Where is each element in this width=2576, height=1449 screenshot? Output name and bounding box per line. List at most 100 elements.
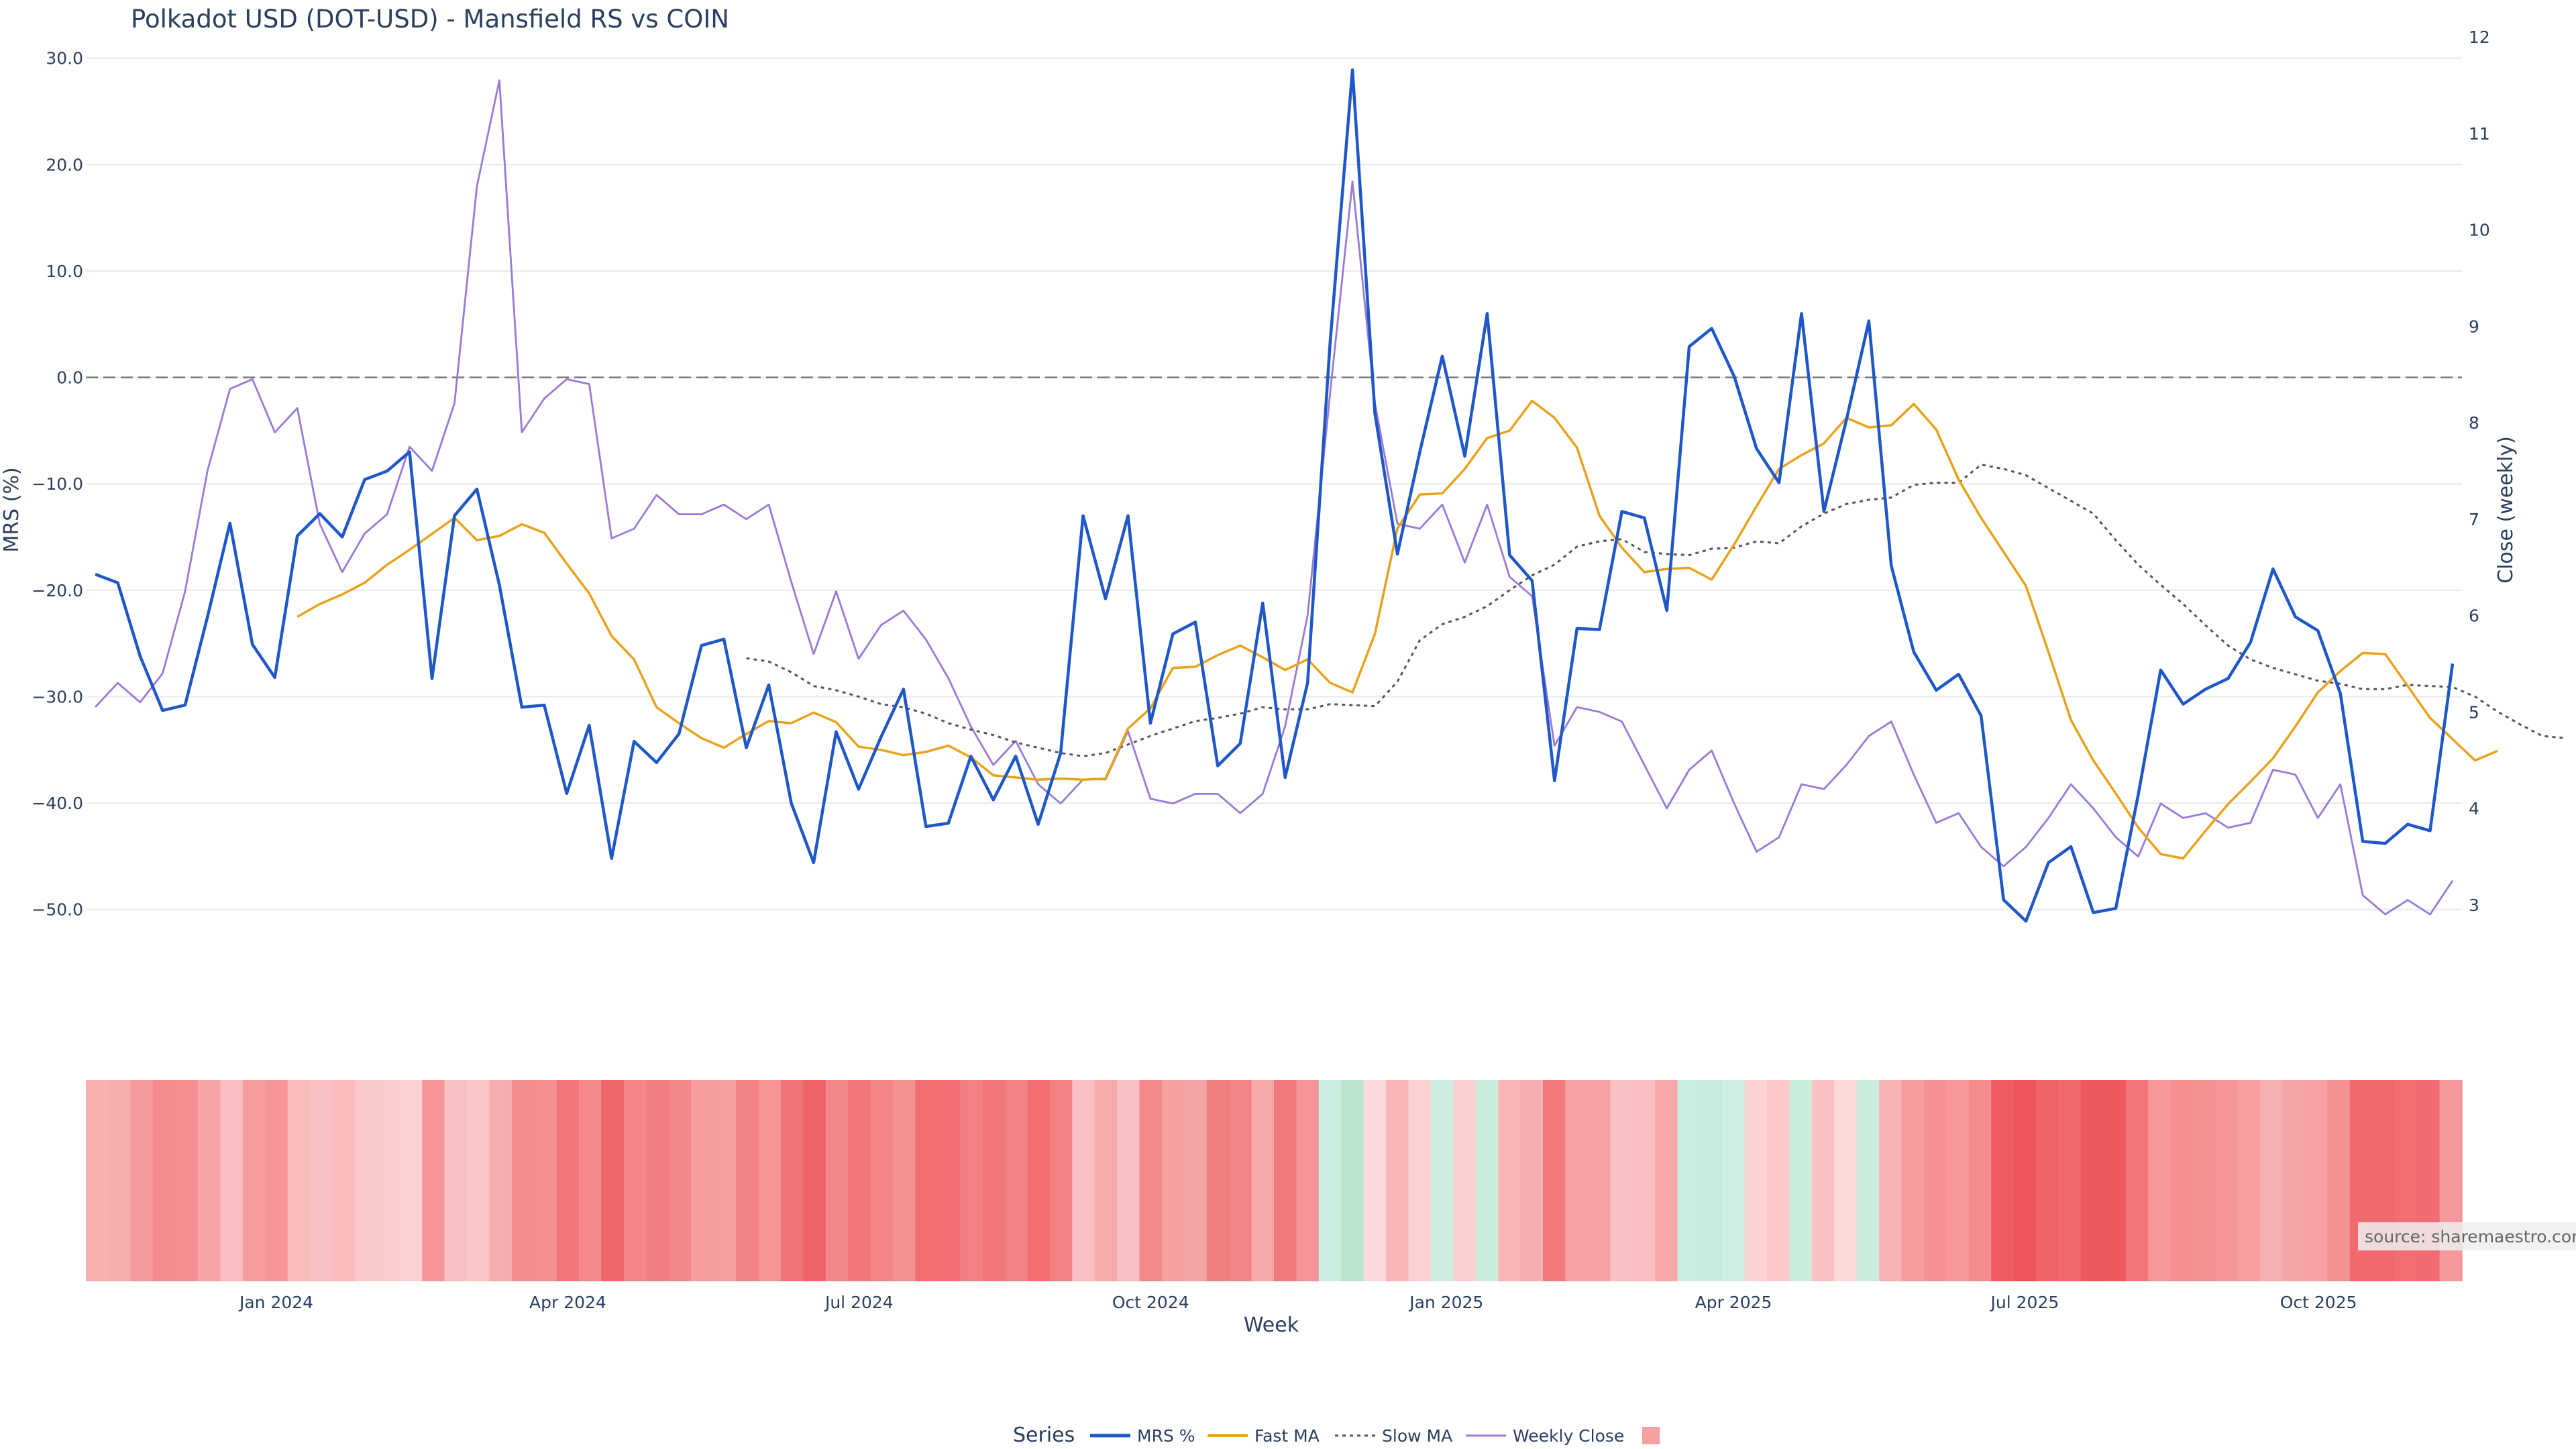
heatmap-cell <box>915 1080 938 1281</box>
heatmap-cell <box>511 1080 535 1281</box>
series-lines <box>94 68 2565 923</box>
heatmap-cell <box>1565 1080 1589 1281</box>
y-tick-label: −30.0 <box>32 687 83 706</box>
y2-tick-label: 7 <box>2469 510 2479 529</box>
heatmap-cell <box>870 1080 894 1281</box>
series-line-mrs <box>95 68 2455 923</box>
y2-tick-label: 9 <box>2469 317 2479 336</box>
heatmap-cell <box>265 1080 288 1281</box>
y-tick-label: −20.0 <box>32 581 83 600</box>
heatmap-cell <box>467 1080 490 1281</box>
y2-axis-title: Close (weekly) <box>2494 436 2518 584</box>
heatmap-cell <box>534 1080 557 1281</box>
heatmap-cell <box>1161 1080 1185 1281</box>
heatmap-cell <box>848 1080 871 1281</box>
heatmap-cell <box>1363 1080 1387 1281</box>
legend-label-4: Weekly Close <box>1513 1426 1624 1446</box>
x-tick-label: Apr 2025 <box>1695 1293 1772 1312</box>
heatmap-cell <box>1812 1080 1835 1281</box>
y2-tick-label: 8 <box>2469 413 2479 433</box>
heatmap-cell <box>2327 1080 2351 1281</box>
heatmap-cell <box>399 1080 423 1281</box>
heatmap-cell <box>2372 1080 2396 1281</box>
heatmap-cell <box>601 1080 625 1281</box>
x-tick-label: Jan 2025 <box>1408 1293 1483 1312</box>
heatmap-cell <box>1139 1080 1163 1281</box>
x-axis-title: Week <box>1244 1313 1299 1337</box>
series-line-slow-ma <box>746 464 2565 757</box>
y-tick-label: 0.0 <box>56 368 83 388</box>
heatmap-cell <box>1274 1080 1297 1281</box>
heatmap-cell <box>1072 1080 1095 1281</box>
heatmap-cell <box>1610 1080 1633 1281</box>
heatmap-cell <box>825 1080 849 1281</box>
heatmap-cell <box>1655 1080 1678 1281</box>
legend: Series MRS % Fast MA Slow MA Weekly Close <box>1013 1424 1660 1447</box>
heatmap-cell <box>310 1080 333 1281</box>
heatmap-cell <box>332 1080 356 1281</box>
heatmap-cell <box>2125 1080 2149 1281</box>
heatmap-cell <box>1856 1080 1880 1281</box>
heatmap-cell <box>758 1080 782 1281</box>
y2-tick-label: 4 <box>2469 799 2479 818</box>
heatmap-cell <box>1296 1080 1320 1281</box>
heatmap-cell <box>2013 1080 2037 1281</box>
y2-tick-label: 11 <box>2469 124 2490 144</box>
x-tick-label: Apr 2024 <box>529 1293 606 1312</box>
heatmap-cell <box>1408 1080 1432 1281</box>
heatmap-cell <box>1767 1080 1790 1281</box>
x-tick-label: Jul 2024 <box>824 1293 894 1312</box>
heatmap-cell <box>1789 1080 1813 1281</box>
heatmap-cell <box>556 1080 580 1281</box>
y-tick-label: −50.0 <box>32 900 83 920</box>
heatmap-cell <box>2305 1080 2328 1281</box>
heatmap-cell <box>287 1080 311 1281</box>
heatmap-cell <box>1879 1080 1902 1281</box>
gridlines <box>86 57 2462 910</box>
heatmap-cell <box>1632 1080 1656 1281</box>
y-tick-label: 30.0 <box>46 49 83 68</box>
x-tick-label: Jul 2025 <box>1990 1293 2059 1312</box>
legend-label-2: Fast MA <box>1254 1426 1320 1446</box>
legend-label-3: Slow MA <box>1382 1426 1452 1446</box>
heatmap-cell <box>1117 1080 1140 1281</box>
heatmap-cell <box>1699 1080 1723 1281</box>
heatmap-cell <box>1430 1080 1454 1281</box>
heatmap-cell <box>2215 1080 2239 1281</box>
mrs-heatmap <box>86 1080 2463 1281</box>
heatmap-cell <box>220 1080 244 1281</box>
heatmap-cell <box>242 1080 266 1281</box>
heatmap-cell <box>1901 1080 1925 1281</box>
heatmap-cell <box>1206 1080 1230 1281</box>
heatmap-cell <box>1946 1080 1970 1281</box>
heatmap-cell <box>713 1080 737 1281</box>
y-tick-label: −40.0 <box>32 794 83 813</box>
heatmap-cell <box>736 1080 759 1281</box>
y2-axis-ticks: 12 11 10 9 8 7 6 5 4 3 <box>2469 28 2490 915</box>
heatmap-cell <box>2103 1080 2127 1281</box>
heatmap-cell <box>803 1080 826 1281</box>
heatmap-cell <box>2058 1080 2082 1281</box>
heatmap-cell <box>1520 1080 1544 1281</box>
heatmap-cell <box>1834 1080 1858 1281</box>
heatmap-cell <box>2349 1080 2373 1281</box>
heatmap-cell <box>2036 1080 2059 1281</box>
heatmap-cell <box>1049 1080 1073 1281</box>
y2-tick-label: 10 <box>2469 221 2490 240</box>
heatmap-cell <box>1677 1080 1701 1281</box>
y2-tick-label: 6 <box>2469 606 2479 626</box>
y-axis-ticks: 30.0 20.0 10.0 0.0 −10.0 −20.0 −30.0 −40.0 −50.0 <box>32 49 83 920</box>
heatmap-cell <box>2237 1080 2261 1281</box>
legend-label-1: MRS % <box>1137 1426 1195 1446</box>
heatmap-cell <box>1924 1080 1947 1281</box>
heatmap-cell <box>937 1080 961 1281</box>
heatmap-cell <box>108 1080 131 1281</box>
legend-swatch-heatmap <box>1642 1427 1660 1444</box>
heatmap-cell <box>1094 1080 1118 1281</box>
y2-tick-label: 12 <box>2469 28 2490 47</box>
y2-tick-label: 5 <box>2469 702 2479 722</box>
heatmap-cell <box>646 1080 669 1281</box>
heatmap-cell <box>668 1080 692 1281</box>
heatmap-cell <box>1498 1080 1521 1281</box>
